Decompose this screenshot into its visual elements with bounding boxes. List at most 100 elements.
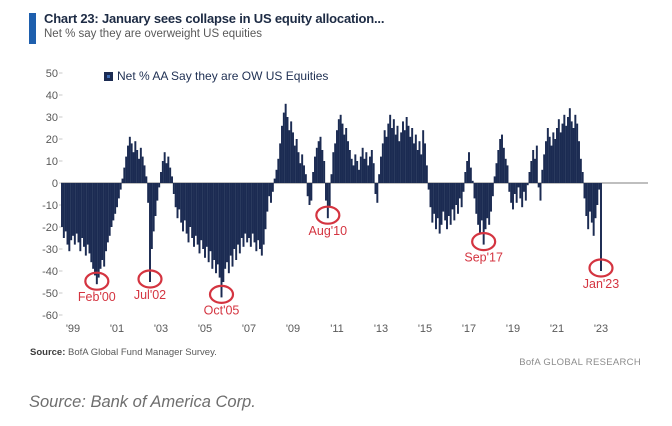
y-tick-label: -60 (42, 310, 58, 322)
bar (171, 176, 173, 183)
bar (402, 121, 404, 183)
bar (341, 123, 344, 183)
x-tick-label: '11 (330, 323, 344, 335)
bar (565, 125, 568, 183)
bar (75, 183, 78, 234)
annotation-label: Oct'05 (204, 303, 240, 317)
bar (367, 165, 370, 183)
bar (361, 147, 364, 183)
bar (237, 183, 239, 245)
bar (469, 167, 472, 183)
bar (128, 136, 131, 183)
bar (424, 143, 426, 183)
bar (453, 183, 456, 221)
bar (394, 134, 397, 183)
bar (464, 172, 467, 183)
bar (139, 147, 142, 183)
bar (152, 183, 155, 232)
annotation-circle (137, 269, 163, 289)
bar (541, 169, 544, 183)
bar (158, 183, 161, 188)
bar (596, 183, 599, 205)
bar (343, 134, 346, 183)
bar (460, 183, 463, 208)
x-tick-label: '01 (110, 323, 124, 335)
x-tick-label: '17 (462, 323, 476, 335)
bar (321, 150, 324, 183)
bar (211, 183, 214, 269)
bar (523, 183, 525, 192)
bar (182, 183, 184, 232)
bar (262, 183, 265, 245)
bar (255, 183, 258, 252)
bar (473, 183, 476, 199)
bar (556, 128, 558, 183)
y-tick-label: -10 (42, 200, 58, 212)
bar (455, 183, 458, 205)
bar (94, 183, 96, 276)
bar (286, 117, 289, 183)
bar (64, 183, 67, 232)
bar (559, 132, 562, 183)
bar (392, 119, 395, 183)
bar (62, 183, 65, 238)
bar (513, 183, 516, 194)
bar (189, 183, 192, 227)
bar (515, 183, 518, 203)
bar (561, 123, 564, 183)
bar (257, 183, 260, 241)
bar (84, 183, 87, 256)
bar (391, 128, 393, 183)
bar (389, 114, 392, 183)
bar (229, 183, 232, 256)
bar (534, 158, 536, 183)
bar (457, 183, 459, 214)
bar (282, 112, 285, 183)
bar (339, 114, 342, 183)
bar (600, 183, 602, 271)
y-tick-label: 40 (46, 90, 58, 102)
bar (369, 156, 371, 183)
bar (117, 183, 120, 199)
bar (200, 183, 203, 241)
bar (178, 183, 181, 210)
bar (543, 154, 546, 183)
bar (380, 156, 382, 183)
x-tick-label: '09 (286, 323, 300, 335)
bar (431, 183, 434, 223)
x-tick-label: '03 (154, 323, 168, 335)
bar (222, 183, 225, 282)
legend-marker-icon (104, 71, 113, 81)
annotation-circle (208, 284, 235, 304)
bar (193, 183, 195, 247)
bar (207, 183, 210, 263)
bar (308, 183, 311, 205)
bar (73, 183, 76, 245)
bar (477, 183, 480, 225)
bar (506, 165, 509, 183)
bar (347, 141, 349, 183)
bar (143, 165, 146, 183)
bar (202, 183, 205, 249)
bar (68, 183, 71, 252)
bar (240, 183, 243, 238)
bar (138, 158, 140, 183)
annotation-label: Sep'17 (464, 251, 503, 265)
bar (466, 161, 469, 183)
bar (491, 183, 494, 197)
bar (378, 174, 381, 183)
bar (88, 183, 91, 254)
bar (398, 141, 401, 183)
bar (216, 183, 219, 265)
bar (196, 183, 199, 245)
bar (583, 183, 586, 199)
bar (83, 183, 85, 247)
bar (532, 150, 535, 183)
bar (119, 183, 122, 190)
bar (253, 183, 256, 243)
bar (554, 139, 557, 183)
bar (521, 183, 524, 208)
legend-label: Net % AA Say they are OW US Equities (117, 69, 329, 83)
x-tick-label: '99 (66, 323, 80, 335)
bar (510, 183, 513, 203)
